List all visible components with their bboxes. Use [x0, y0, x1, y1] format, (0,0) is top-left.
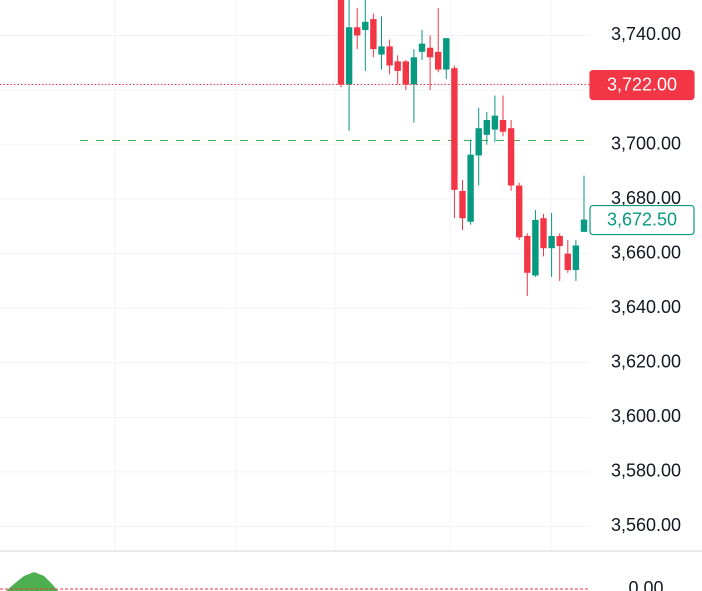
- candle-body: [540, 218, 547, 249]
- candle-body: [524, 235, 531, 273]
- price-label: 3,722.00: [607, 74, 677, 94]
- candle-body: [516, 185, 523, 238]
- price-label-box: [589, 204, 695, 236]
- candle-body: [564, 253, 571, 271]
- candle-body: [394, 61, 401, 71]
- candle-body: [362, 21, 369, 31]
- candle-body: [345, 27, 353, 85]
- candle-body: [386, 46, 393, 66]
- candle-body: [426, 47, 434, 58]
- y-tick-label: 3,680.00: [611, 188, 681, 208]
- y-tick-label: 3,660.00: [611, 242, 681, 262]
- y-tick-label: 3,580.00: [611, 461, 681, 481]
- price-label: 3,672.50: [607, 209, 677, 229]
- candle-body: [337, 0, 345, 85]
- y-tick-label: 3,640.00: [611, 297, 681, 317]
- candle-body: [451, 68, 458, 190]
- candle-body: [354, 27, 361, 36]
- candle-body: [443, 38, 450, 70]
- y-tick-label: 3,600.00: [611, 406, 681, 426]
- candle-body: [402, 61, 409, 85]
- candle-body: [483, 120, 490, 135]
- y-tick-label: 3,740.00: [611, 24, 681, 44]
- y-tick-label: 3,560.00: [611, 515, 681, 535]
- candle-body: [475, 128, 482, 156]
- indicator-area: [6, 572, 58, 591]
- candle-body: [491, 115, 499, 130]
- candle-body: [378, 46, 385, 55]
- candle-body: [435, 51, 442, 70]
- candle-body: [410, 57, 418, 85]
- candle-body: [507, 128, 515, 186]
- y-tick-label: 3,620.00: [611, 352, 681, 372]
- candle-body: [572, 245, 580, 271]
- candle-body: [580, 219, 588, 232]
- candle-body: [499, 120, 507, 132]
- candle-body: [556, 235, 563, 247]
- y-tick-label: 3,700.00: [611, 133, 681, 153]
- candle-body: [532, 219, 539, 276]
- vertical-grid: [114, 0, 552, 551]
- price-label-box: [589, 69, 695, 101]
- candle-body: [370, 19, 377, 50]
- candle-body: [459, 190, 466, 219]
- indicator-zero-label: 0.00: [628, 578, 663, 591]
- candle-body: [418, 43, 426, 52]
- candle-body: [548, 235, 555, 249]
- candle-body: [467, 154, 474, 222]
